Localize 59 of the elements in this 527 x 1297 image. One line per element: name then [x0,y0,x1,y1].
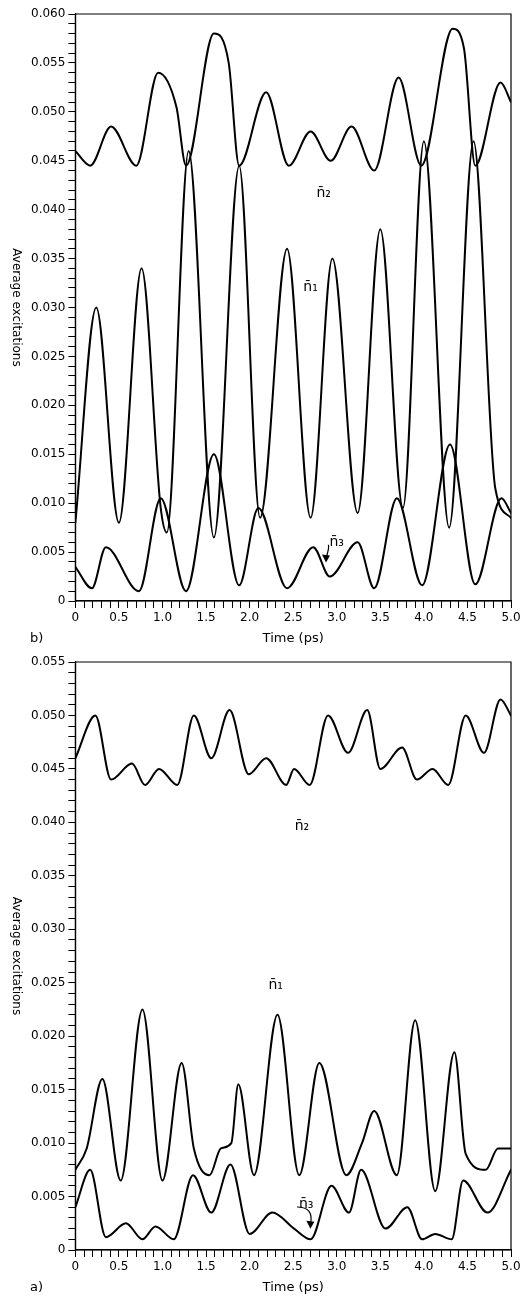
x-tick-label: 4.5 [457,1259,477,1274]
y-tick-label: 0.005 [30,1188,66,1203]
y-tick-label: 0.045 [30,761,66,776]
y-tick-label: 0.055 [30,55,66,70]
y-tick-label: 0.055 [30,654,66,669]
x-tick-label: 2.5 [283,1259,303,1274]
y-tick-label: 0.010 [30,495,66,510]
y-tick-label: 0.035 [30,867,66,882]
x-tick-label: 3.0 [327,1259,347,1274]
x-tick-label: 4.0 [414,1259,434,1274]
x-tick-label: 5.0 [501,1259,521,1274]
text: a) [30,1279,44,1294]
series-label: n̄₃ [329,532,344,549]
x-tick-label: 2.0 [240,610,260,625]
x-tick-label: 4.5 [457,610,477,625]
y-tick-label: 0 [57,593,66,608]
series-label: n̄₁ [303,277,318,294]
y-tick-label: 0.015 [30,1081,66,1096]
x-tick-label: 0 [71,1259,80,1274]
x-tick-label: 3.5 [370,1259,390,1274]
y-tick-label: 0.060 [30,6,66,21]
x-tick-label: 0.5 [109,610,129,625]
series-label: n̄₂ [316,183,331,200]
y-tick-label: 0.010 [30,1135,66,1150]
x-tick-label: 4.0 [414,610,434,625]
x-tick-label: 1.0 [152,1259,173,1274]
x-tick-label: 3.5 [370,610,390,625]
x-axis-title: Time (ps) [261,629,324,645]
y-tick-label: 0.015 [30,446,66,461]
x-tick-label: 3.0 [327,610,347,625]
y-tick-label: 0.050 [30,103,66,118]
y-axis-title: Average excitations [9,248,24,367]
y-tick-label: 0.040 [30,814,66,829]
y-tick-label: 0.020 [30,397,66,412]
series-label: n̄₁ [268,976,283,993]
y-tick-label: 0.050 [30,707,66,722]
x-tick-label: 2.0 [240,1259,260,1274]
y-tick-label: 0.035 [30,250,66,265]
x-tick-label: 1.5 [196,610,216,625]
x-tick-label: 1.0 [152,610,173,625]
y-tick-label: 0.030 [30,921,66,936]
text: n̄₂ [294,817,310,834]
text: b) [30,630,44,645]
y-tick-label: 0.040 [30,201,66,216]
x-tick-label: 2.5 [283,610,303,625]
y-tick-label: 0.020 [30,1028,66,1043]
x-tick-label: 0.5 [109,1259,129,1274]
y-axis-title: Average excitations [9,896,24,1016]
y-tick-label: 0.025 [30,348,66,363]
y-tick-label: 0.045 [30,152,66,167]
x-tick-label: 5.0 [501,610,521,625]
y-tick-label: 0 [57,1242,66,1257]
x-tick-label: 1.5 [196,1259,216,1274]
series-label: n̄₃ [299,1194,314,1211]
x-tick-label: 0 [71,610,80,625]
x-axis-title: Time (ps) [261,1278,324,1294]
y-tick-label: 0.005 [30,544,66,559]
y-tick-label: 0.025 [30,974,66,989]
y-tick-label: 0.030 [30,299,66,314]
